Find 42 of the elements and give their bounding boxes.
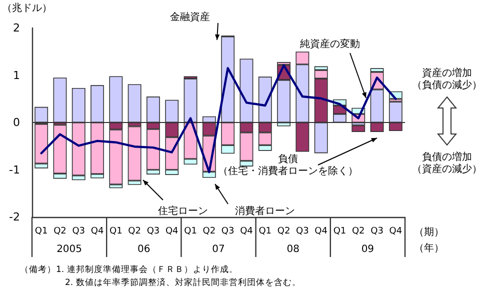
x-tick-label: Q4	[90, 226, 104, 236]
text: 07	[212, 244, 225, 256]
text: 09	[361, 244, 374, 256]
text: （備考）1. 連邦制度準備理事会（ＦＲＢ）より作成。	[20, 264, 238, 276]
x-axis-title: （期）	[414, 227, 444, 239]
text: 負債の増加（資産の減少）	[412, 152, 482, 176]
text: 2005	[56, 244, 82, 256]
x-tick-label: Q4	[165, 226, 179, 236]
x-tick-label: Q2	[54, 226, 66, 236]
x-tick-label: Q2	[277, 226, 290, 236]
y-tick-label: 2	[13, 22, 20, 34]
x-tick-label: Q1	[34, 226, 48, 236]
x-tick-label: Q3	[370, 226, 384, 236]
x-tick-label: Q2	[352, 226, 365, 236]
y-tick-label: 0	[13, 116, 20, 129]
x-tick-label: Q3	[221, 226, 234, 236]
y-tick-label: 1	[13, 68, 20, 82]
x-tick-label: Q1	[333, 226, 346, 236]
text: 資産の増加（負債の減少）	[412, 68, 482, 92]
x-tick-label: Q4	[314, 226, 328, 236]
text: 純資産の変動	[300, 39, 360, 51]
text: 2. 数値は年率季節調整済、対家計民間非営利団体を含む。	[65, 277, 301, 289]
text: （年）	[414, 243, 444, 255]
y-tick-label: -2	[9, 210, 20, 224]
text: 08	[286, 244, 300, 256]
text: 06	[138, 244, 150, 256]
y-tick-label: -1	[9, 163, 20, 176]
x-tick-label: Q3	[296, 226, 309, 236]
x-tick-label: Q4	[389, 226, 402, 236]
x-tick-label: Q2	[202, 226, 216, 236]
x-tick-label: Q2	[128, 226, 141, 236]
x-tick-label: Q1	[184, 226, 197, 236]
x-tick-label: Q4	[240, 226, 254, 236]
text: 住宅ローン	[158, 206, 208, 218]
text: 消費者ローン	[235, 206, 295, 218]
series-label: 金融資産	[170, 12, 210, 24]
series-label: 負債（住宅・消費者ローンを除く）	[218, 154, 358, 178]
x-tick-label: Q3	[72, 226, 86, 236]
x-tick-label: Q1	[258, 226, 272, 236]
x-tick-label: Q1	[110, 226, 122, 236]
x-tick-label: Q3	[146, 226, 160, 236]
y-axis-title: （兆ドル）	[2, 3, 52, 15]
